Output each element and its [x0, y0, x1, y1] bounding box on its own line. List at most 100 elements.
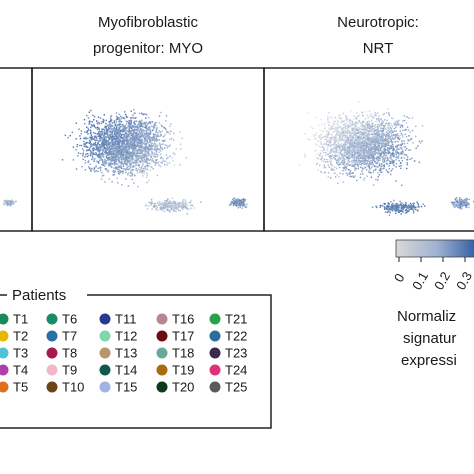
umap-point: [343, 120, 345, 122]
umap-point: [349, 148, 351, 151]
umap-point: [385, 122, 387, 125]
umap-point: [391, 117, 393, 119]
umap-point: [372, 122, 374, 124]
umap-point: [129, 139, 131, 141]
umap-point: [337, 149, 340, 151]
umap-point: [381, 120, 383, 122]
umap-point: [373, 156, 375, 159]
umap-point: [107, 163, 110, 166]
umap-point: [325, 141, 328, 143]
umap-point: [326, 144, 328, 146]
umap-point: [382, 136, 384, 139]
umap-point: [409, 158, 411, 160]
umap-point: [132, 161, 135, 164]
umap-point: [353, 155, 355, 157]
umap-point: [376, 128, 379, 131]
umap-point: [86, 150, 88, 152]
umap-point: [174, 206, 177, 208]
umap-point: [403, 119, 406, 122]
umap-point: [138, 131, 141, 133]
umap-point: [7, 203, 9, 205]
umap-point: [373, 135, 375, 138]
umap-point: [121, 162, 124, 164]
umap-point: [241, 203, 244, 206]
umap-point: [144, 138, 146, 140]
umap-point: [106, 152, 109, 154]
umap-point: [108, 138, 110, 140]
umap-point: [107, 128, 109, 130]
umap-point: [376, 118, 378, 120]
umap-point: [397, 141, 399, 143]
umap-point: [242, 202, 245, 205]
umap-point: [104, 160, 106, 163]
umap-point: [114, 150, 116, 152]
umap-point: [323, 149, 325, 151]
umap-point: [362, 121, 364, 123]
umap-point: [349, 146, 351, 148]
umap-point: [357, 162, 359, 164]
umap-point: [166, 145, 169, 147]
umap-point: [155, 128, 158, 130]
umap-point: [92, 138, 94, 140]
umap-point: [126, 139, 128, 141]
umap-point: [370, 167, 373, 169]
umap-point: [159, 131, 162, 133]
umap-point: [328, 143, 330, 146]
umap-point: [121, 129, 123, 131]
umap-point: [375, 113, 377, 116]
umap-point: [380, 122, 383, 125]
umap-point: [384, 146, 386, 148]
umap-point: [345, 119, 348, 121]
umap-point: [410, 137, 413, 140]
umap-point: [130, 165, 132, 167]
umap-point: [117, 151, 119, 153]
umap-point: [363, 153, 365, 156]
umap-point: [156, 146, 158, 148]
umap-point: [389, 130, 391, 133]
umap-point: [345, 122, 348, 124]
umap-point: [104, 181, 106, 183]
umap-point: [140, 152, 142, 155]
umap-point: [332, 167, 334, 170]
umap-point: [232, 204, 235, 206]
umap-point: [180, 204, 182, 207]
umap-point: [381, 127, 383, 130]
umap-point: [98, 133, 100, 135]
umap-point: [392, 145, 395, 148]
umap-point: [368, 137, 370, 139]
umap-point: [348, 147, 350, 149]
umap-point: [340, 118, 342, 121]
umap-point: [343, 138, 346, 140]
umap-point: [349, 154, 352, 156]
umap-point: [128, 154, 131, 156]
umap-point: [376, 125, 379, 127]
umap-point: [330, 154, 332, 157]
umap-point: [115, 151, 118, 153]
umap-point: [134, 125, 136, 127]
umap-point: [375, 129, 377, 131]
umap-point: [407, 139, 409, 141]
umap-point: [133, 153, 135, 155]
umap-point: [102, 156, 105, 158]
umap-point: [120, 153, 122, 155]
umap-point: [331, 168, 333, 170]
umap-point: [385, 137, 387, 139]
umap-point: [406, 126, 409, 128]
umap-point: [368, 143, 370, 145]
umap-point: [374, 143, 377, 145]
umap-point: [105, 163, 107, 165]
umap-point: [130, 171, 133, 174]
umap-point: [365, 152, 368, 155]
umap-point: [370, 176, 373, 178]
umap-point: [122, 139, 124, 141]
umap-point: [388, 134, 390, 136]
umap-point: [144, 134, 147, 136]
umap-point: [393, 123, 395, 125]
umap-point: [367, 150, 369, 152]
umap-point: [373, 132, 375, 134]
umap-point: [119, 130, 121, 133]
umap-point: [327, 153, 329, 155]
umap-point: [341, 121, 343, 123]
umap-point: [144, 161, 146, 163]
umap-point: [338, 132, 341, 134]
